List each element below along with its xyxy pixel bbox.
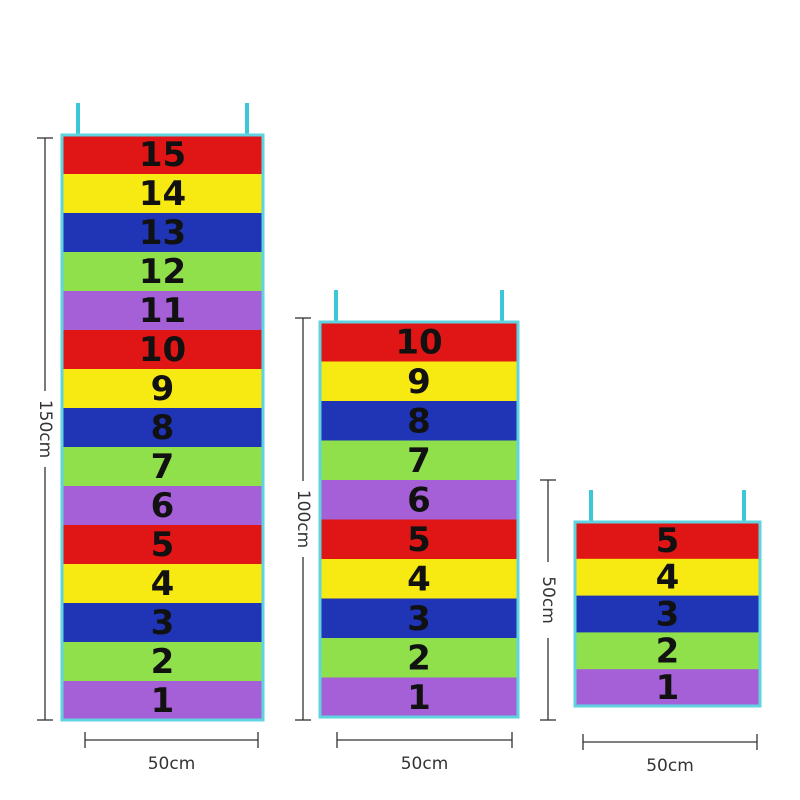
stripe-number: 1 — [151, 681, 175, 721]
stripe — [320, 361, 518, 402]
board-border — [60, 133, 265, 722]
stripe — [320, 638, 518, 678]
stripe-number: 6 — [407, 480, 431, 520]
stripe — [62, 252, 263, 292]
stripe-number: 4 — [407, 559, 431, 599]
stripe-number: 3 — [151, 603, 175, 643]
board-border — [318, 320, 520, 719]
stripe-number: 4 — [656, 558, 680, 598]
stripe-number: 1 — [656, 668, 680, 708]
stripe-number: 7 — [407, 441, 431, 481]
stripe — [62, 330, 263, 370]
stripe-number: 6 — [151, 486, 175, 526]
stripe-number: 3 — [407, 599, 431, 639]
stripe — [62, 642, 263, 682]
board-border — [573, 520, 762, 708]
stripe — [62, 135, 263, 175]
stripe-number: 9 — [407, 362, 431, 402]
width-label: 50cm — [148, 754, 196, 774]
stripe-number: 3 — [656, 595, 680, 635]
stripe — [62, 369, 263, 409]
stripe — [575, 632, 760, 670]
stripe — [575, 669, 760, 707]
stripe-number: 12 — [139, 252, 186, 292]
stripe-number: 10 — [395, 322, 442, 362]
stripe — [62, 174, 263, 214]
stripe — [62, 564, 263, 604]
stripe-number: 8 — [151, 408, 175, 448]
height-label: 50cm — [538, 576, 558, 624]
stripe-number: 9 — [151, 369, 175, 409]
height-label: 100cm — [293, 490, 313, 548]
stripe — [62, 408, 263, 448]
stripe — [62, 681, 263, 721]
stripe — [320, 480, 518, 520]
stripe-number: 14 — [139, 174, 186, 214]
stripe — [320, 677, 518, 718]
stripe-number: 2 — [407, 638, 431, 678]
stripe-number: 15 — [139, 135, 186, 175]
height-label: 150cm — [35, 400, 55, 458]
stripe — [62, 213, 263, 253]
stripe-number: 10 — [139, 330, 186, 370]
stripe — [320, 440, 518, 481]
stripe — [62, 486, 263, 526]
stripe-number: 1 — [407, 678, 431, 718]
stripe-number: 5 — [151, 525, 175, 565]
stripe-number: 5 — [656, 521, 680, 561]
stripe — [320, 401, 518, 441]
stripe-number: 8 — [407, 401, 431, 441]
stripe-number: 7 — [151, 447, 175, 487]
stripe — [320, 322, 518, 362]
stripe-number: 11 — [139, 291, 186, 331]
width-label: 50cm — [646, 756, 694, 776]
stripe — [62, 603, 263, 643]
stripe — [575, 595, 760, 633]
stripe — [320, 519, 518, 560]
stripe — [62, 525, 263, 565]
stripe-number: 13 — [139, 213, 186, 253]
stripe-number: 2 — [151, 642, 175, 682]
stripe-number: 2 — [656, 631, 680, 671]
stripe-number: 5 — [407, 520, 431, 560]
stripe — [575, 558, 760, 597]
width-label: 50cm — [401, 754, 449, 774]
stripe — [320, 559, 518, 599]
stripe — [320, 598, 518, 639]
stripe — [62, 447, 263, 487]
stripe — [62, 291, 263, 331]
stripe-number: 4 — [151, 564, 175, 604]
stripe — [575, 522, 760, 560]
